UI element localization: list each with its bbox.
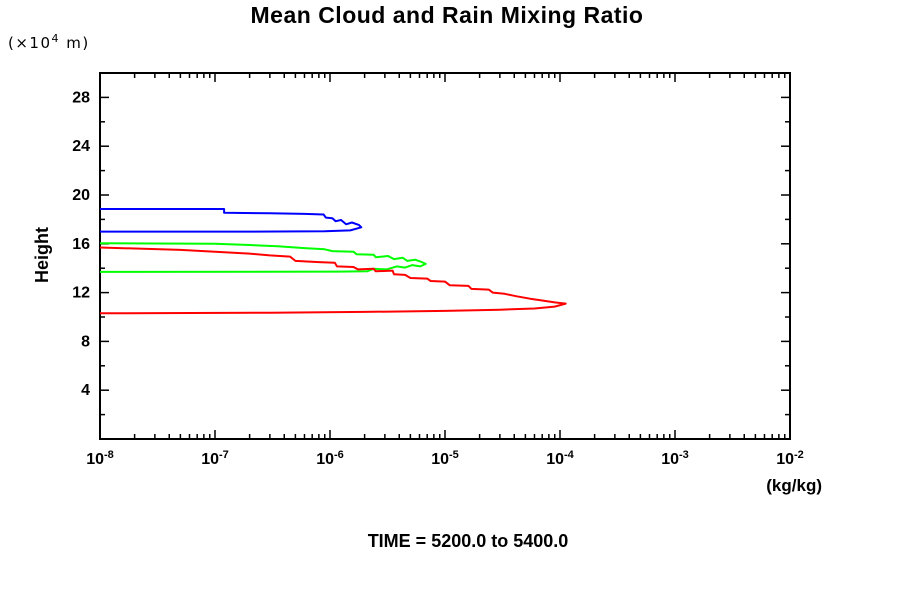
x-axis-unit-label: (kg/kg)	[766, 476, 822, 495]
y-tick-label: 12	[72, 285, 90, 302]
y-axis-unit-label: (×104 m)	[8, 32, 90, 52]
x-tick-label: 10-5	[431, 449, 459, 468]
y-tick-label: 20	[72, 187, 90, 204]
x-tick-label: 10-3	[661, 449, 689, 468]
y-tick-label: 16	[72, 236, 90, 253]
y-axis-unit-suffix: m)	[60, 34, 90, 52]
plot-box	[99, 72, 791, 440]
x-tick-label: 10-4	[546, 449, 574, 468]
time-range-label: TIME = 5200.0 to 5400.0	[367, 531, 569, 551]
series-blue-profile-line	[100, 208, 363, 233]
y-axis-unit-prefix: (×10	[8, 34, 52, 52]
y-tick-label: 24	[72, 138, 90, 155]
y-axis-unit-exponent: 4	[51, 32, 61, 45]
x-tick-label: 10-6	[316, 449, 344, 468]
x-tick-label: 10-7	[201, 449, 229, 468]
y-tick-label: 4	[81, 382, 90, 399]
y-tick-label: 28	[72, 89, 90, 106]
x-tick-label: 10-8	[86, 449, 114, 468]
series-green-profile-line	[99, 242, 427, 273]
chart-title: Mean Cloud and Rain Mixing Ratio	[250, 2, 644, 28]
x-tick-label: 10-2	[776, 449, 804, 468]
series-red-profile-line	[99, 246, 567, 315]
y-tick-label: 8	[81, 333, 90, 350]
